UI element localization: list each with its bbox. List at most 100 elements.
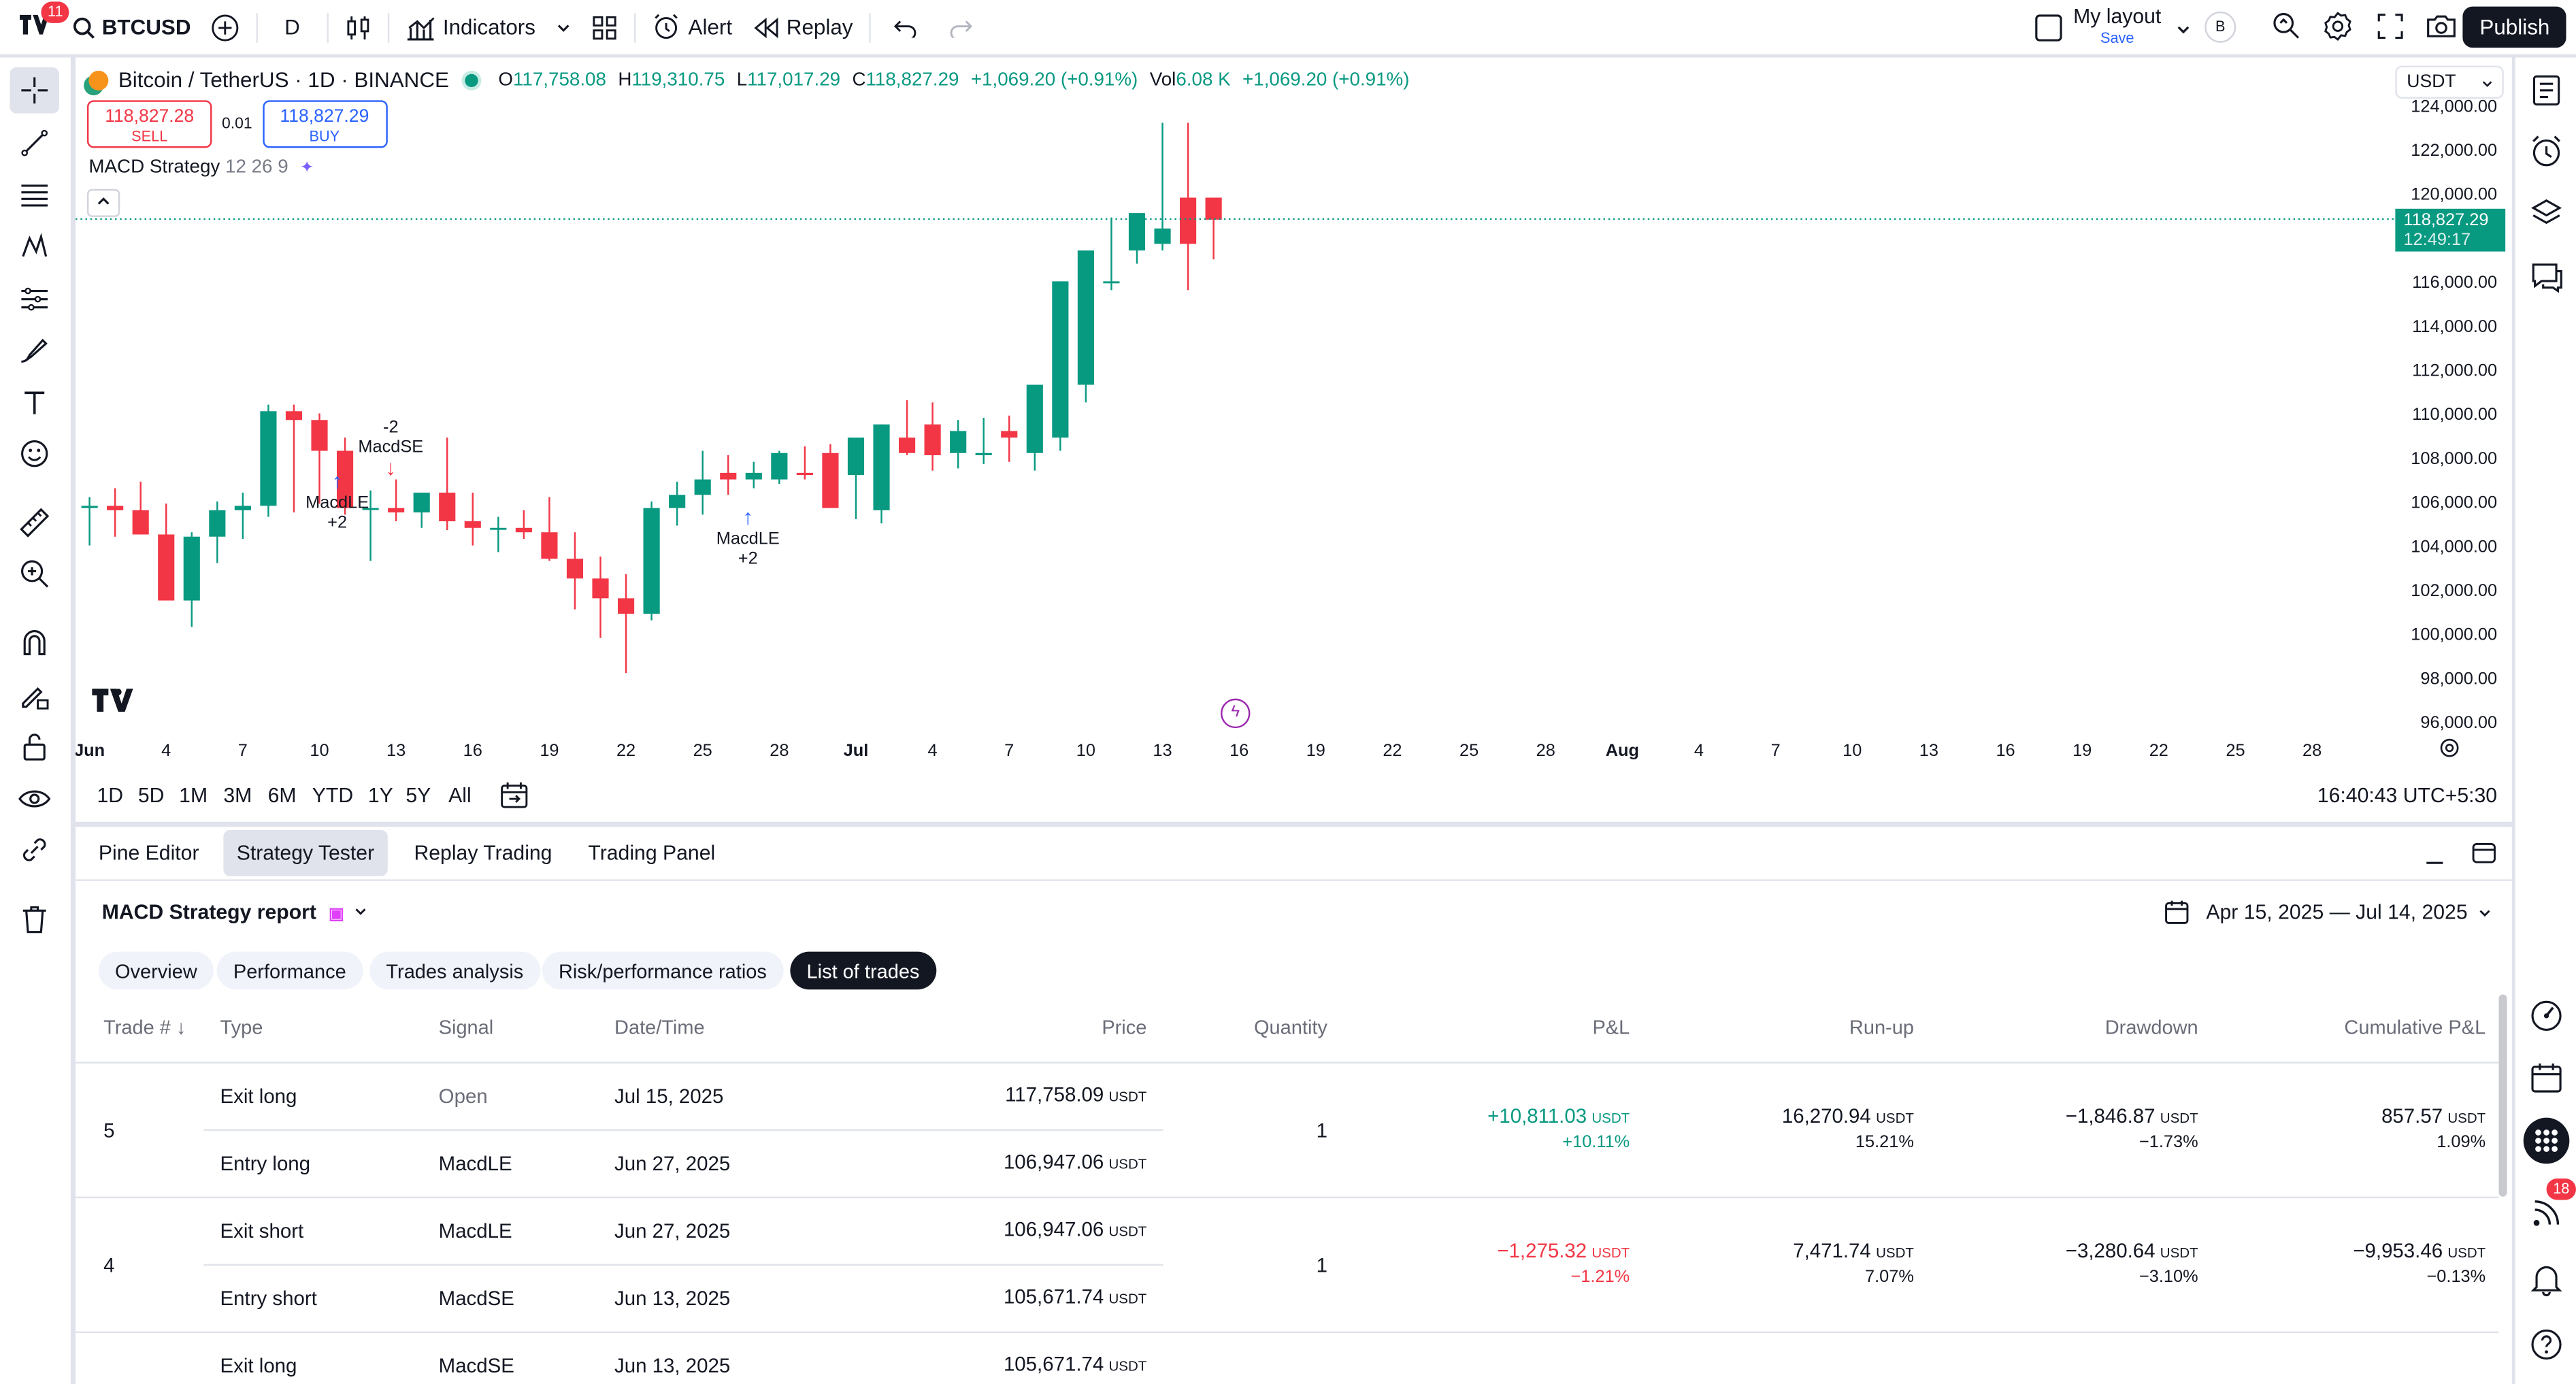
- trade-pnl: +10,811.03 USDT +10.11%: [1487, 1104, 1630, 1152]
- layout-menu[interactable]: My layout Save: [2073, 5, 2161, 50]
- layout-dropdown[interactable]: [2175, 18, 2192, 43]
- alert-button[interactable]: Alert: [642, 0, 742, 54]
- chart-type-button[interactable]: [335, 0, 381, 54]
- range-6m[interactable]: 6M: [267, 784, 297, 808]
- col-trade-num[interactable]: Trade # ↓: [103, 1015, 186, 1039]
- quick-search-button[interactable]: [2270, 10, 2303, 48]
- pattern-tool[interactable]: [10, 224, 59, 270]
- watchlist-button[interactable]: [2524, 67, 2570, 114]
- hide-drawings-tool[interactable]: [10, 776, 59, 822]
- tab-pine-editor[interactable]: Pine Editor: [98, 841, 199, 865]
- subtab-trades-analysis[interactable]: Trades analysis: [369, 951, 540, 990]
- replay-button[interactable]: Replay: [742, 0, 863, 54]
- avatar[interactable]: B: [2205, 11, 2236, 43]
- col-drawdown: Drawdown: [2104, 1015, 2198, 1039]
- study-sparkle-icon[interactable]: ✦: [300, 159, 314, 178]
- redo-button[interactable]: [934, 0, 989, 54]
- range-5d[interactable]: 5D: [137, 784, 165, 808]
- fib-tool[interactable]: [10, 173, 59, 219]
- spread-value: 0.01: [221, 115, 252, 133]
- magnet-tool[interactable]: [10, 620, 59, 666]
- price-chart[interactable]: 124,000.00122,000.00120,000.00118,000.00…: [76, 58, 2512, 776]
- templates-button[interactable]: [582, 0, 628, 54]
- study-legend[interactable]: MACD Strategy 12 26 9 ✦: [88, 158, 314, 178]
- indicators-button[interactable]: Indicators: [395, 0, 546, 54]
- compare-add-button[interactable]: [201, 0, 250, 54]
- currency-select[interactable]: USDT: [2395, 65, 2504, 99]
- minimize-panel-button[interactable]: [2423, 843, 2446, 874]
- drawdown-percent: −3.10%: [2139, 1267, 2198, 1287]
- goto-date-button[interactable]: [499, 780, 529, 815]
- strategy-tester-button[interactable]: [2524, 993, 2570, 1039]
- interval-button[interactable]: D: [265, 0, 320, 54]
- remove-drawings-tool[interactable]: [10, 896, 59, 942]
- range-all[interactable]: All: [448, 784, 472, 808]
- products-button[interactable]: [2523, 1117, 2570, 1164]
- time-axis-tick: 25: [693, 741, 712, 760]
- publish-button[interactable]: Publish: [2463, 6, 2566, 48]
- range-5y[interactable]: 5Y: [406, 784, 431, 808]
- clock[interactable]: 16:40:43 UTC+5:30: [2317, 784, 2498, 808]
- tradingview-logo[interactable]: 11: [0, 0, 70, 54]
- layout-checkbox[interactable]: [2024, 0, 2073, 54]
- collapse-legend-button[interactable]: [86, 188, 120, 217]
- brush-tool[interactable]: [10, 327, 59, 374]
- crosshair-tool[interactable]: [10, 67, 59, 114]
- news-flash-icon[interactable]: ϟ: [1221, 698, 1251, 729]
- lock-drawings-tool[interactable]: [10, 723, 59, 770]
- trendline-tool[interactable]: [10, 120, 59, 166]
- range-ytd[interactable]: YTD: [312, 784, 354, 808]
- object-tree-button[interactable]: [2524, 191, 2570, 237]
- settings-button[interactable]: [2322, 10, 2354, 48]
- cum-value: −9,953.46: [2353, 1239, 2443, 1263]
- tab-replay-trading[interactable]: Replay Trading: [414, 841, 552, 865]
- time-axis-tick: 13: [1153, 741, 1172, 760]
- chart-pane[interactable]: 124,000.00122,000.00120,000.00118,000.00…: [76, 57, 2512, 822]
- trade-drawdown: −1,846.87 USDT −1.73%: [2066, 1104, 2198, 1152]
- notifications-button[interactable]: [2524, 1256, 2570, 1302]
- maximize-panel-button[interactable]: [2471, 840, 2497, 874]
- buy-button[interactable]: 118,827.29 BUY: [262, 100, 387, 148]
- calendar-button[interactable]: [2524, 1055, 2570, 1102]
- report-title-menu[interactable]: MACD Strategy report ▣: [102, 901, 368, 924]
- tab-strategy-tester[interactable]: Strategy Tester: [223, 829, 388, 876]
- screenshot-button[interactable]: [2425, 10, 2458, 48]
- subtab-risk-ratios[interactable]: Risk/performance ratios: [542, 951, 784, 990]
- cum-percent: 1.09%: [2437, 1132, 2486, 1153]
- range-1m[interactable]: 1M: [179, 784, 208, 808]
- subtab-overview[interactable]: Overview: [98, 951, 214, 990]
- measure-tool[interactable]: [10, 499, 59, 546]
- tab-trading-panel[interactable]: Trading Panel: [588, 841, 716, 865]
- alerts-button[interactable]: [2524, 128, 2570, 174]
- range-3m[interactable]: 3M: [223, 784, 252, 808]
- buy-label: BUY: [309, 128, 340, 145]
- sell-price: 118,827.28: [105, 107, 195, 127]
- chats-button[interactable]: [2524, 253, 2570, 299]
- unit: USDT: [2447, 1109, 2486, 1126]
- time-axis-tick: 10: [310, 741, 329, 760]
- subtab-list-of-trades[interactable]: List of trades: [790, 951, 936, 990]
- range-1y[interactable]: 1Y: [367, 784, 393, 808]
- candle-body: [924, 424, 941, 456]
- text-tool[interactable]: [10, 380, 59, 426]
- help-button[interactable]: [2524, 1321, 2570, 1368]
- fullscreen-button[interactable]: [2375, 12, 2405, 46]
- news-button[interactable]: 18: [2524, 1179, 2576, 1236]
- zoom-tool[interactable]: [10, 550, 59, 597]
- link-tool[interactable]: [10, 827, 59, 873]
- prediction-tool[interactable]: [10, 276, 59, 323]
- study-name: MACD Strategy: [88, 157, 220, 178]
- undo-button[interactable]: [878, 0, 934, 54]
- range-1d[interactable]: 1D: [97, 784, 124, 808]
- unit: USDT: [1108, 1290, 1147, 1307]
- time-axis-settings-icon[interactable]: [2438, 736, 2461, 768]
- emoji-tool[interactable]: [10, 431, 59, 477]
- table-scrollbar[interactable]: [2498, 994, 2507, 1197]
- subtab-performance[interactable]: Performance: [216, 951, 363, 990]
- indicators-dropdown[interactable]: [545, 0, 581, 54]
- sell-button[interactable]: 118,827.28 SELL: [86, 100, 212, 148]
- row-divider: [203, 1264, 1163, 1266]
- keep-drawing-tool[interactable]: [10, 672, 59, 719]
- date-range-picker[interactable]: Apr 15, 2025 — Jul 14, 2025: [2164, 899, 2492, 925]
- symbol-search[interactable]: BTCUSD: [72, 0, 201, 54]
